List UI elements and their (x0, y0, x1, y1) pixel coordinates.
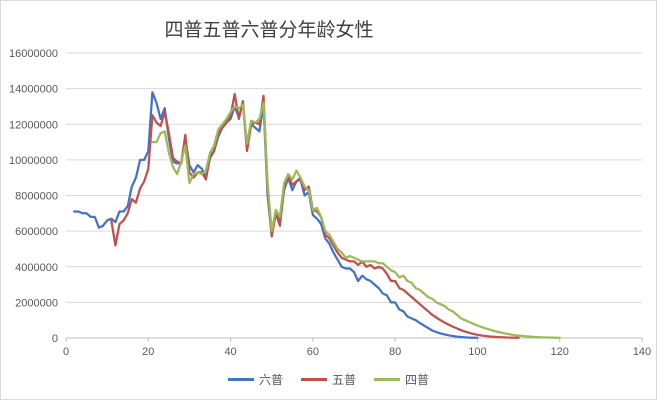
y-tick-label-8: 16000000 (9, 48, 58, 60)
grid-layer (66, 52, 642, 339)
chart-title: 四普五普六普分年龄女性 (164, 19, 374, 41)
series-line-1 (110, 92, 520, 339)
legend-label-series-1: 五普 (331, 373, 356, 387)
y-tick-label-3: 6000000 (15, 226, 58, 238)
x-axis-ticks: 0 20 40 60 80 100 120 140 (63, 338, 651, 358)
x-tick-label-6: 120 (551, 346, 569, 358)
legend-item-series-0: 六普 (227, 371, 283, 388)
series-line-2 (151, 101, 561, 339)
y-tick-label-5: 10000000 (9, 155, 58, 167)
y-tick-label-2: 4000000 (15, 262, 58, 274)
y-tick-label-6: 12000000 (9, 119, 58, 131)
x-tick-label-3: 60 (307, 346, 319, 358)
x-tick-label-7: 140 (633, 346, 651, 358)
x-tick-label-4: 80 (389, 346, 401, 358)
legend-swatch-series-2 (374, 378, 400, 381)
legend-swatch-series-1 (300, 378, 327, 381)
legend: 六普 五普 四普 (1, 371, 656, 388)
x-tick-label-5: 100 (468, 346, 486, 358)
legend-label-series-2: 四普 (405, 373, 430, 387)
series-layer (73, 91, 561, 339)
y-tick-label-1: 2000000 (15, 297, 58, 309)
y-tick-label-7: 14000000 (9, 84, 58, 96)
y-tick-label-4: 8000000 (15, 191, 58, 203)
x-tick-label-2: 40 (224, 346, 236, 358)
x-tick-label-0: 0 (63, 346, 69, 358)
legend-label-series-0: 六普 (258, 373, 283, 387)
y-tick-label-0: 0 (52, 333, 58, 345)
y-axis-ticks: 0 2000000 4000000 6000000 8000000 10000000 120… (9, 48, 58, 345)
legend-item-series-1: 五普 (300, 371, 356, 388)
x-tick-label-1: 20 (142, 346, 154, 358)
legend-item-series-2: 四普 (374, 371, 429, 388)
legend-swatch-series-0 (227, 378, 254, 381)
